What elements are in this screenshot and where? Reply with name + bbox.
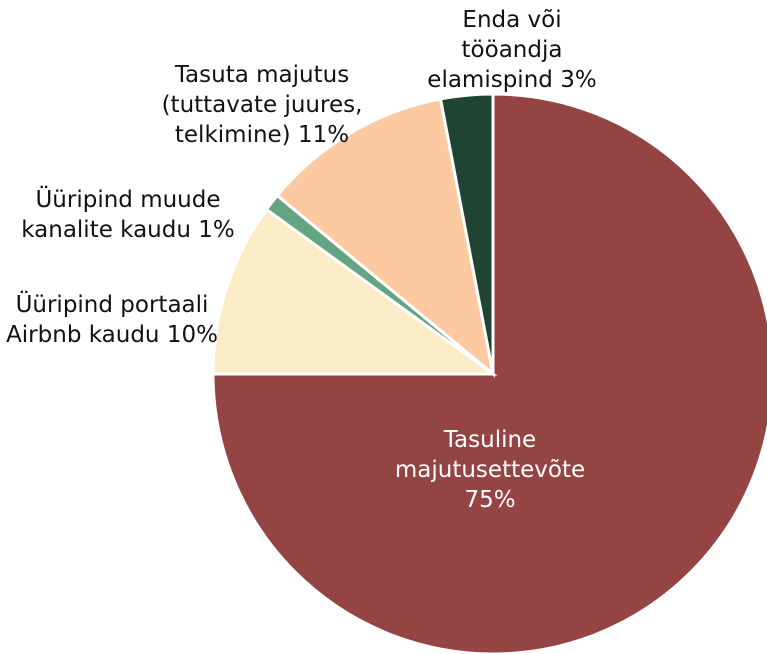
slice xyxy=(275,97,496,378)
value-label: 75% xyxy=(464,487,516,513)
value-label: 11% xyxy=(297,122,350,148)
category-label: Enda või tööandja elamispind xyxy=(427,7,563,93)
value-label: 1% xyxy=(198,217,235,243)
category-label: Üüripind muude kanalite kaudu xyxy=(21,187,221,243)
slice xyxy=(211,92,767,654)
category-label: Üüripind portaali Airbnb kaudu xyxy=(6,292,209,348)
value-label: 3% xyxy=(560,67,597,93)
slice-label: Enda või tööandja elamispind 3% xyxy=(415,5,610,95)
category-label: Tasuline majutusettevõte xyxy=(394,427,586,483)
slice-label: Üüripind portaali Airbnb kaudu 10% xyxy=(5,290,220,350)
slice-label: Üüripind muude kanalite kaudu 1% xyxy=(21,185,236,245)
slice xyxy=(211,207,498,376)
value-label: 10% xyxy=(166,322,218,348)
slice xyxy=(438,92,495,375)
category-label: Tasuta majutus (tuttavate juures, telkim… xyxy=(161,62,363,148)
slice-label: Tasuta majutus (tuttavate juures, telkim… xyxy=(152,60,372,150)
slice-label: Tasuline majutusettevõte 75% xyxy=(375,425,605,515)
